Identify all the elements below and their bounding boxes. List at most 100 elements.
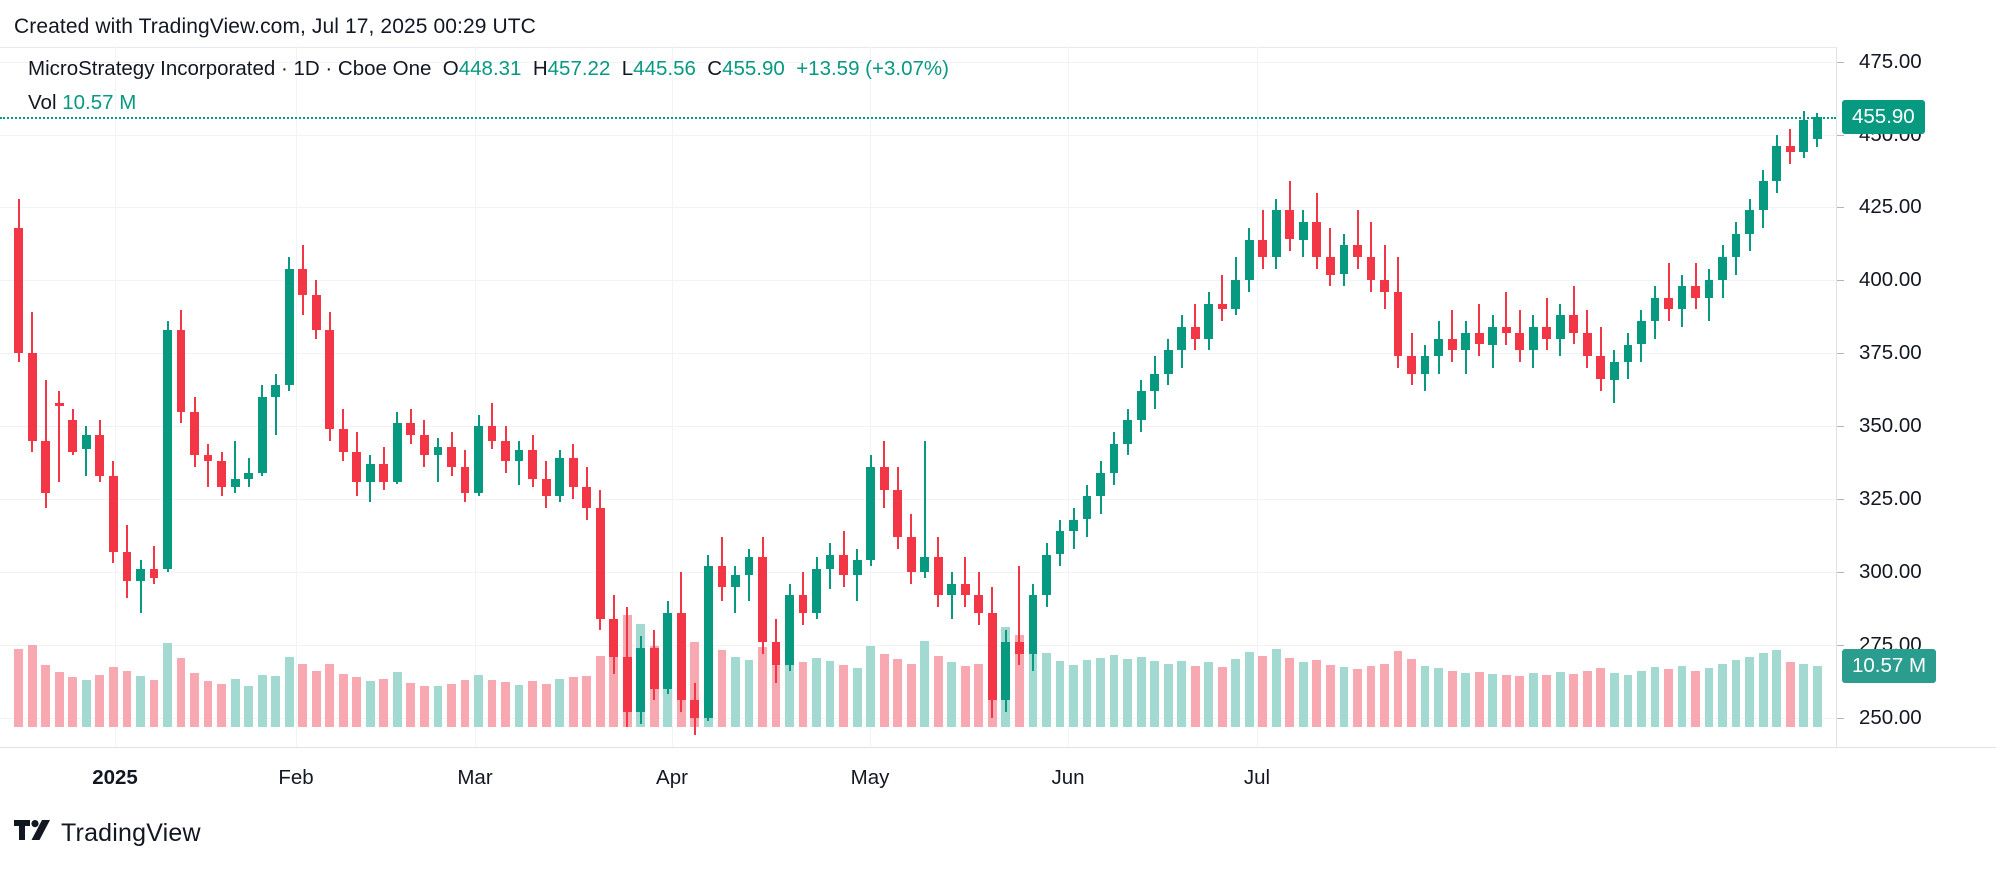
candle-wick bbox=[1018, 566, 1021, 666]
volume-bar bbox=[1055, 661, 1065, 727]
chart-plot-area[interactable]: MicroStrategy Incorporated · 1D · Cboe O… bbox=[0, 47, 1836, 747]
candle-body bbox=[1285, 210, 1295, 240]
candle-wick bbox=[964, 557, 967, 607]
candle-body bbox=[1393, 292, 1403, 357]
grid-line-horizontal bbox=[0, 134, 1836, 136]
volume-legend[interactable]: Vol 10.57 M bbox=[28, 92, 136, 114]
grid-line-horizontal bbox=[0, 207, 1836, 209]
volume-bar bbox=[54, 671, 64, 727]
volume-bar bbox=[81, 679, 91, 727]
volume-bar bbox=[1434, 668, 1443, 727]
candle-body bbox=[906, 537, 916, 572]
candle-body bbox=[1312, 222, 1322, 257]
time-axis[interactable]: 2025 Feb Mar Apr May Jun Jul bbox=[0, 747, 1996, 810]
legend-interval[interactable]: 1D bbox=[293, 57, 320, 80]
candle-body bbox=[1555, 315, 1565, 339]
volume-bar bbox=[1096, 657, 1105, 727]
current-price-line bbox=[0, 117, 1836, 120]
volume-bar bbox=[1380, 663, 1389, 727]
candle-body bbox=[1353, 245, 1362, 257]
volume-bar bbox=[1339, 667, 1349, 727]
candle-body bbox=[1190, 327, 1200, 339]
candle-body bbox=[1001, 642, 1011, 701]
price-tick-mark bbox=[1837, 426, 1844, 428]
grid-line-horizontal bbox=[0, 280, 1836, 282]
candle-body bbox=[1244, 239, 1254, 281]
candle-body bbox=[1366, 257, 1376, 281]
candle-body bbox=[1055, 531, 1065, 555]
legend-low-value: 445.56 bbox=[633, 57, 696, 80]
grid-line-horizontal bbox=[0, 499, 1836, 501]
candle-wick bbox=[748, 548, 750, 602]
volume-bar bbox=[1312, 660, 1322, 727]
volume-bar bbox=[433, 686, 443, 727]
candle-body bbox=[758, 557, 767, 642]
volume-bar bbox=[190, 672, 199, 727]
candle-body bbox=[1677, 286, 1687, 310]
volume-bar bbox=[1150, 660, 1160, 727]
volume-bar bbox=[541, 683, 551, 727]
candle-body bbox=[514, 449, 524, 462]
grid-line-horizontal bbox=[0, 426, 1836, 428]
candle-body bbox=[893, 490, 903, 537]
candle-body bbox=[54, 402, 64, 406]
candle-wick bbox=[1383, 245, 1386, 310]
candle-body bbox=[257, 397, 267, 473]
legend-exchange[interactable]: Cboe One bbox=[337, 57, 432, 80]
volume-bar bbox=[785, 651, 794, 727]
candle-body bbox=[311, 294, 321, 330]
candle-wick bbox=[1451, 309, 1454, 362]
volume-bar bbox=[122, 670, 132, 727]
candle-body bbox=[81, 434, 91, 450]
candle-body bbox=[1163, 350, 1173, 374]
volume-bar bbox=[758, 646, 767, 727]
candle-body bbox=[1650, 297, 1660, 322]
candle-wick bbox=[1667, 262, 1670, 322]
candle-body bbox=[433, 446, 443, 456]
candle-body bbox=[690, 700, 700, 718]
volume-bar bbox=[14, 649, 24, 727]
grid-line-horizontal bbox=[0, 572, 1836, 573]
volume-bar bbox=[1217, 667, 1227, 727]
grid-line-horizontal bbox=[0, 717, 1836, 719]
volume-bar bbox=[825, 661, 835, 727]
candle-body bbox=[1582, 332, 1592, 357]
price-tick-label: 400.00 bbox=[1859, 268, 1922, 292]
candle-body bbox=[298, 268, 308, 295]
candle-body bbox=[352, 452, 362, 482]
price-axis[interactable]: 475.00450.00425.00400.00375.00350.00325.… bbox=[1836, 47, 1996, 747]
candle-wick bbox=[153, 545, 155, 584]
price-tick-label: 425.00 bbox=[1859, 195, 1922, 219]
volume-bar bbox=[609, 652, 619, 727]
candle-body bbox=[1123, 420, 1132, 444]
volume-bar bbox=[1772, 649, 1782, 727]
volume-bar bbox=[163, 642, 172, 727]
volume-bar bbox=[149, 680, 159, 727]
volume-bar bbox=[217, 683, 226, 727]
candle-body bbox=[1028, 595, 1038, 654]
price-tick-mark bbox=[1837, 644, 1844, 646]
candle-wick bbox=[518, 440, 521, 485]
candle-body bbox=[149, 569, 159, 578]
candle-body bbox=[717, 566, 727, 587]
volume-bar bbox=[1758, 653, 1768, 727]
volume-badge[interactable]: 10.57 M bbox=[1842, 649, 1937, 683]
volume-bar bbox=[1650, 667, 1660, 727]
candle-body bbox=[95, 434, 105, 476]
volume-bar bbox=[1718, 663, 1727, 727]
candle-body bbox=[1380, 280, 1389, 292]
candle-body bbox=[203, 455, 213, 462]
current-price-badge[interactable]: 455.90 bbox=[1842, 100, 1925, 135]
chart-legend[interactable]: MicroStrategy Incorporated · 1D · Cboe O… bbox=[28, 57, 949, 80]
volume-bar bbox=[487, 679, 497, 727]
candle-body bbox=[1731, 233, 1741, 257]
candle-body bbox=[663, 612, 673, 689]
candle-body bbox=[41, 440, 51, 494]
volume-bar bbox=[284, 656, 294, 727]
volume-bar bbox=[812, 657, 821, 727]
candle-wick bbox=[58, 391, 61, 482]
volume-bar bbox=[1326, 664, 1335, 727]
volume-bar bbox=[1745, 656, 1755, 727]
legend-symbol[interactable]: MicroStrategy Incorporated bbox=[28, 57, 276, 80]
